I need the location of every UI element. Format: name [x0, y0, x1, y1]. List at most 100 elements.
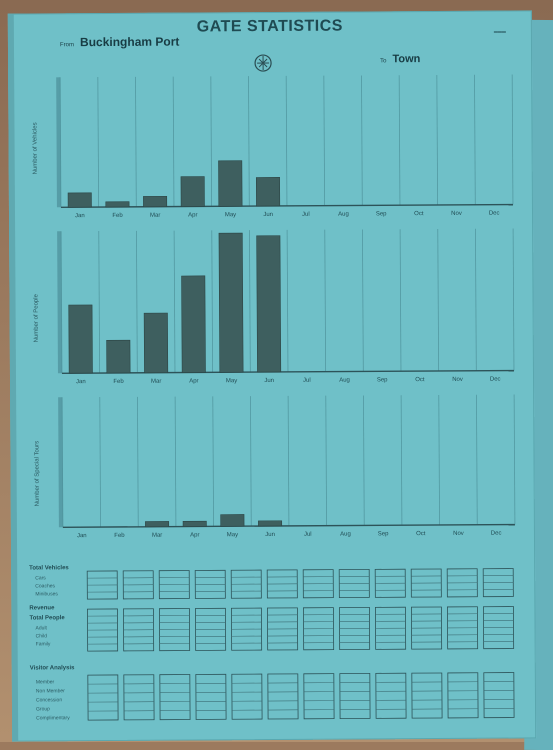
- month-tick-label: Aug: [338, 212, 349, 218]
- month-tick-label: Jul: [302, 212, 310, 218]
- grid-line: [512, 75, 513, 205]
- grid-line: [212, 230, 213, 372]
- grid-line: [287, 230, 288, 372]
- tally-box: [340, 673, 370, 718]
- tally-box: [232, 674, 262, 719]
- grid-line: [474, 75, 475, 205]
- month-tick-label: Aug: [340, 532, 351, 538]
- month-tick-label: Sep: [377, 377, 388, 383]
- month-tick-label: Jan: [76, 379, 86, 385]
- bar: [106, 202, 129, 207]
- grid-line: [288, 396, 289, 526]
- bar: [68, 193, 91, 207]
- month-tick-label: Jan: [75, 213, 85, 219]
- month-tick-label: May: [226, 378, 237, 384]
- grid-line: [213, 396, 214, 526]
- tally-box: [304, 674, 334, 719]
- tally-box: [412, 673, 442, 718]
- month-tick-label: Oct: [415, 377, 425, 383]
- month-tick-label: May: [225, 212, 236, 218]
- month-tick-label: Oct: [414, 211, 424, 217]
- visitor-row-label: Group: [36, 706, 50, 712]
- bar: [219, 233, 243, 372]
- grid-line: [513, 229, 514, 371]
- grid-line: [361, 75, 362, 205]
- tally-box: [268, 674, 298, 719]
- to-field: To Town: [380, 53, 420, 65]
- grid-line: [437, 75, 438, 205]
- month-tick-label: Dec: [491, 531, 502, 537]
- bar: [221, 514, 244, 526]
- tally-box: [88, 675, 118, 720]
- month-tick-label: Apr: [190, 532, 199, 538]
- grid-line: [475, 229, 476, 371]
- people-row-label: Adult: [36, 625, 47, 631]
- month-tick-label: Jul: [304, 532, 312, 538]
- bar: [107, 340, 131, 373]
- grid-line: [286, 76, 287, 206]
- grid-line: [514, 395, 515, 525]
- chart2-ylabel: Number of People: [33, 263, 46, 373]
- grid-line: [136, 77, 137, 207]
- month-tick-label: Jun: [263, 212, 273, 218]
- grid-line: [401, 395, 402, 525]
- month-tick-label: May: [227, 532, 238, 538]
- revenue-label: Revenue: [29, 605, 54, 611]
- visitor-row-label: Complimentary: [36, 715, 70, 721]
- chart1-ylabel: Number of Vehicles: [32, 93, 45, 203]
- visitor-analysis-label: Visitor Analysis: [30, 665, 75, 671]
- month-tick-label: Oct: [416, 531, 426, 537]
- bar: [181, 177, 205, 207]
- grid-line: [137, 397, 138, 527]
- vehicles-row-label: Coaches: [35, 583, 55, 589]
- bar: [145, 521, 168, 526]
- from-value: Buckingham Port: [80, 35, 179, 50]
- vehicles-row-label: Cars: [35, 575, 46, 581]
- visitor-row-label: Non Member: [36, 688, 65, 694]
- month-tick-label: Sep: [376, 211, 387, 217]
- people-row-label: Child: [36, 633, 47, 639]
- bar: [257, 236, 281, 372]
- tally-box: [484, 673, 514, 718]
- grid-line: [362, 229, 363, 371]
- grid-line: [439, 395, 440, 525]
- bar: [219, 161, 243, 207]
- total-vehicles-label: Total Vehicles: [29, 565, 69, 571]
- visitor-row-label: Member: [36, 679, 54, 685]
- tally-box: [376, 673, 406, 718]
- grid-line: [211, 76, 212, 206]
- people-row-label: Family: [36, 641, 51, 647]
- from-field: From Buckingham Port: [60, 35, 180, 50]
- month-tick-label: Mar: [151, 379, 161, 385]
- month-tick-label: Feb: [113, 379, 124, 385]
- month-tick-label: Sep: [378, 531, 389, 537]
- monthly-tally-grid: [85, 560, 524, 733]
- grid-line: [249, 76, 250, 206]
- month-tick-label: Apr: [188, 212, 197, 218]
- grid-line: [324, 76, 325, 206]
- bar: [258, 521, 281, 526]
- grid-line: [399, 75, 400, 205]
- month-tick-label: Apr: [189, 378, 198, 384]
- tally-box: [448, 673, 478, 718]
- grid-line: [173, 77, 174, 207]
- grid-line: [438, 229, 439, 371]
- corner-mark: ▬▬▬: [494, 29, 506, 34]
- gate-statistics-sheet: GATE STATISTICS ▬▬▬ From Buckingham Port…: [8, 10, 536, 741]
- bar: [143, 196, 166, 207]
- bar: [256, 177, 280, 206]
- month-tick-label: Jun: [264, 378, 274, 384]
- from-label: From: [60, 42, 74, 48]
- month-tick-label: Jan: [77, 533, 87, 539]
- bar: [182, 276, 206, 373]
- month-tick-label: Mar: [152, 533, 162, 539]
- to-label: To: [380, 58, 386, 64]
- month-tick-label: Jul: [303, 378, 311, 384]
- month-tick-label: Dec: [489, 211, 500, 217]
- month-tick-label: Nov: [453, 531, 464, 537]
